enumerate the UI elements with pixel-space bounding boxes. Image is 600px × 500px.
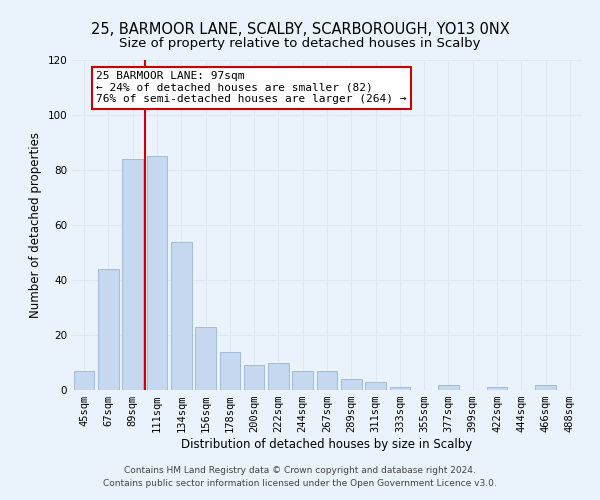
Bar [341, 379, 362, 390]
Bar [292, 371, 313, 390]
Bar [438, 384, 459, 390]
Bar [98, 269, 119, 390]
Text: 25 BARMOOR LANE: 97sqm
← 24% of detached houses are smaller (82)
76% of semi-det: 25 BARMOOR LANE: 97sqm ← 24% of detached… [96, 71, 407, 104]
Text: Contains HM Land Registry data © Crown copyright and database right 2024.
Contai: Contains HM Land Registry data © Crown c… [103, 466, 497, 487]
Bar [122, 159, 143, 390]
Bar [244, 365, 265, 390]
Y-axis label: Number of detached properties: Number of detached properties [29, 132, 42, 318]
Bar [195, 327, 216, 390]
Bar [268, 362, 289, 390]
X-axis label: Distribution of detached houses by size in Scalby: Distribution of detached houses by size … [181, 438, 473, 451]
Bar [365, 382, 386, 390]
Bar [171, 242, 191, 390]
Bar [146, 156, 167, 390]
Bar [535, 384, 556, 390]
Bar [487, 387, 508, 390]
Text: 25, BARMOOR LANE, SCALBY, SCARBOROUGH, YO13 0NX: 25, BARMOOR LANE, SCALBY, SCARBOROUGH, Y… [91, 22, 509, 38]
Bar [389, 387, 410, 390]
Text: Size of property relative to detached houses in Scalby: Size of property relative to detached ho… [119, 38, 481, 51]
Bar [220, 352, 240, 390]
Bar [74, 371, 94, 390]
Bar [317, 371, 337, 390]
